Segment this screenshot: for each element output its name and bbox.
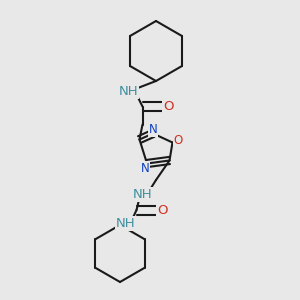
Text: O: O [163,100,173,113]
Text: NH: NH [119,85,139,98]
Text: N: N [141,161,150,175]
Text: O: O [157,203,167,217]
Text: NH: NH [116,217,135,230]
Text: NH: NH [133,188,152,201]
Text: N: N [148,123,158,136]
Text: O: O [173,134,182,148]
